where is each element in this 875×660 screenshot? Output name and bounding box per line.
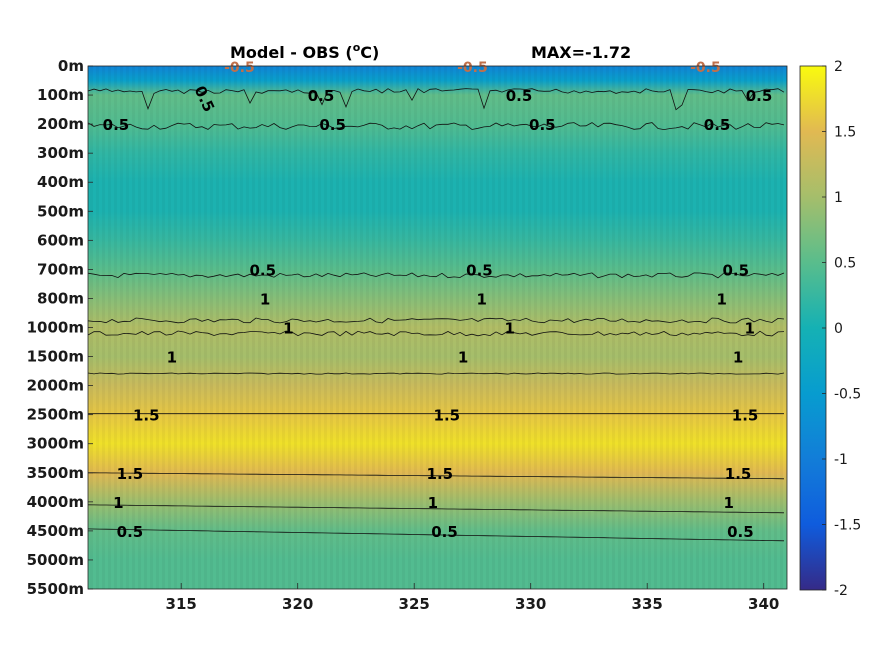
title-unit: C) bbox=[360, 43, 379, 62]
colorbar-tick-label: -1 bbox=[834, 452, 848, 468]
contour-label: 1.5 bbox=[117, 465, 144, 483]
contour-line bbox=[88, 472, 785, 480]
contour-label: 0.5 bbox=[249, 261, 276, 279]
colorbar-tick-label: 1 bbox=[834, 190, 843, 206]
colorbar-ticks: 2 1.5 1 0.5 0 -0.5 -1 -1.5 -2 bbox=[822, 59, 861, 599]
y-tick-label: 700m bbox=[37, 260, 84, 278]
contour-label: 0.5 bbox=[746, 87, 773, 105]
x-tick-label: 335 bbox=[632, 595, 663, 613]
contour-line bbox=[87, 317, 785, 324]
y-tick-label: 1000m bbox=[27, 319, 84, 337]
contour-label: 1 bbox=[113, 494, 123, 512]
y-tick-label: 4500m bbox=[27, 522, 84, 540]
contour-label: 0.5 bbox=[308, 87, 335, 105]
contour-label: 0.5 bbox=[529, 116, 556, 134]
contour-line bbox=[87, 272, 785, 279]
contour-label: 1 bbox=[717, 290, 727, 308]
x-tick-label: 340 bbox=[748, 595, 779, 613]
y-tick-label: 2500m bbox=[27, 406, 84, 424]
y-tick-label: 3000m bbox=[27, 435, 84, 453]
contour-label: 0.5 bbox=[117, 523, 144, 541]
plot-area: -0.5 -0.5 -0.5 0.5 0.5 0.5 0.5 0.5 0.5 0.5 0.5 0.5 0… bbox=[87, 60, 788, 590]
contour-label: 0.5 bbox=[727, 523, 754, 541]
y-tick-label: 300m bbox=[37, 144, 84, 162]
contour-label: 1 bbox=[745, 320, 755, 338]
colorbar-tick-label: 0.5 bbox=[834, 256, 856, 272]
contour-label: 1.5 bbox=[732, 407, 759, 425]
contour-label: 1 bbox=[724, 494, 734, 512]
contour-label: 0.5 bbox=[103, 116, 130, 134]
contour-label: 1.5 bbox=[725, 465, 752, 483]
y-tick-label: 400m bbox=[37, 173, 84, 191]
y-tick-label: 2000m bbox=[27, 377, 84, 395]
y-tick-label: 200m bbox=[37, 115, 84, 133]
contour-label: 1.5 bbox=[434, 407, 461, 425]
contour-label: -0.5 bbox=[224, 60, 255, 76]
contour-label: 1 bbox=[458, 349, 468, 367]
contour-label: 0.5 bbox=[704, 116, 731, 134]
y-tick-label: 4000m bbox=[27, 493, 84, 511]
y-tick-label: 5500m bbox=[27, 580, 84, 598]
contour-lines bbox=[87, 88, 785, 542]
contour-line bbox=[87, 88, 785, 111]
y-tick-label: 100m bbox=[37, 86, 84, 104]
contour-line bbox=[87, 504, 785, 514]
contour-line bbox=[87, 528, 785, 542]
contour-label: 1 bbox=[505, 320, 515, 338]
contour-label: 1.5 bbox=[427, 465, 454, 483]
colorbar-tick-label: -1.5 bbox=[834, 518, 861, 534]
x-tick-label: 320 bbox=[282, 595, 313, 613]
heatmap-texture bbox=[88, 66, 787, 589]
contour-label: 0.5 bbox=[319, 116, 346, 134]
colorbar-tick-label: 1.5 bbox=[834, 125, 856, 141]
contour-label: -0.5 bbox=[690, 60, 721, 76]
y-tick-label: 3500m bbox=[27, 464, 84, 482]
contour-label: 1 bbox=[167, 349, 177, 367]
colorbar-tick-label: 2 bbox=[834, 59, 843, 75]
contour-label: 1 bbox=[283, 320, 293, 338]
x-tick-label: 325 bbox=[399, 595, 430, 613]
contour-line bbox=[87, 372, 785, 375]
contour-label: 1 bbox=[477, 290, 487, 308]
y-tick-label: 5000m bbox=[27, 551, 84, 569]
title-max: MAX=-1.72 bbox=[531, 43, 631, 62]
contour-line bbox=[87, 122, 785, 131]
contour-label: 0.5 bbox=[506, 87, 533, 105]
y-tick-label: 800m bbox=[37, 289, 84, 307]
colorbar-tick-label: -2 bbox=[834, 583, 848, 599]
contour-label: 1 bbox=[733, 349, 743, 367]
contour-label: -0.5 bbox=[457, 60, 488, 76]
contour-label: 0.5 bbox=[722, 261, 749, 279]
contour-labels: -0.5 -0.5 -0.5 0.5 0.5 0.5 0.5 0.5 0.5 0.5 0.5 0.5 0… bbox=[103, 60, 773, 541]
chart-title: Model - OBS (oC) MAX=-1.72 bbox=[230, 41, 631, 62]
colorbar-gradient bbox=[799, 65, 827, 591]
x-tick-label: 315 bbox=[166, 595, 197, 613]
colorbar-tick-label: -0.5 bbox=[834, 387, 861, 403]
y-tick-label: 0m bbox=[58, 57, 84, 75]
y-tick-label: 600m bbox=[37, 231, 84, 249]
contour-label: 1 bbox=[428, 494, 438, 512]
contour-label: 1.5 bbox=[133, 407, 160, 425]
contour-line bbox=[87, 330, 785, 337]
contour-label: 0.5 bbox=[431, 523, 458, 541]
title-left: Model - OBS ( bbox=[230, 43, 353, 62]
colorbar: 2 1.5 1 0.5 0 -0.5 -1 -1.5 -2 bbox=[799, 59, 861, 599]
title-degree-superscript: o bbox=[353, 41, 361, 54]
y-tick-label: 1500m bbox=[27, 348, 84, 366]
y-tick-label: 500m bbox=[37, 202, 84, 220]
y-axis: 0m 100m 200m 300m 400m 500m 600m 700m 800m 1000m 1… bbox=[27, 57, 93, 598]
x-tick-label: 330 bbox=[515, 595, 546, 613]
contour-label: 1 bbox=[260, 290, 270, 308]
contour-label: 0.5 bbox=[466, 261, 493, 279]
svg-text:Model - OBS (oC): Model - OBS (oC) bbox=[230, 41, 379, 62]
x-axis: 315 320 325 330 335 340 bbox=[166, 583, 779, 613]
colorbar-tick-label: 0 bbox=[834, 321, 843, 337]
